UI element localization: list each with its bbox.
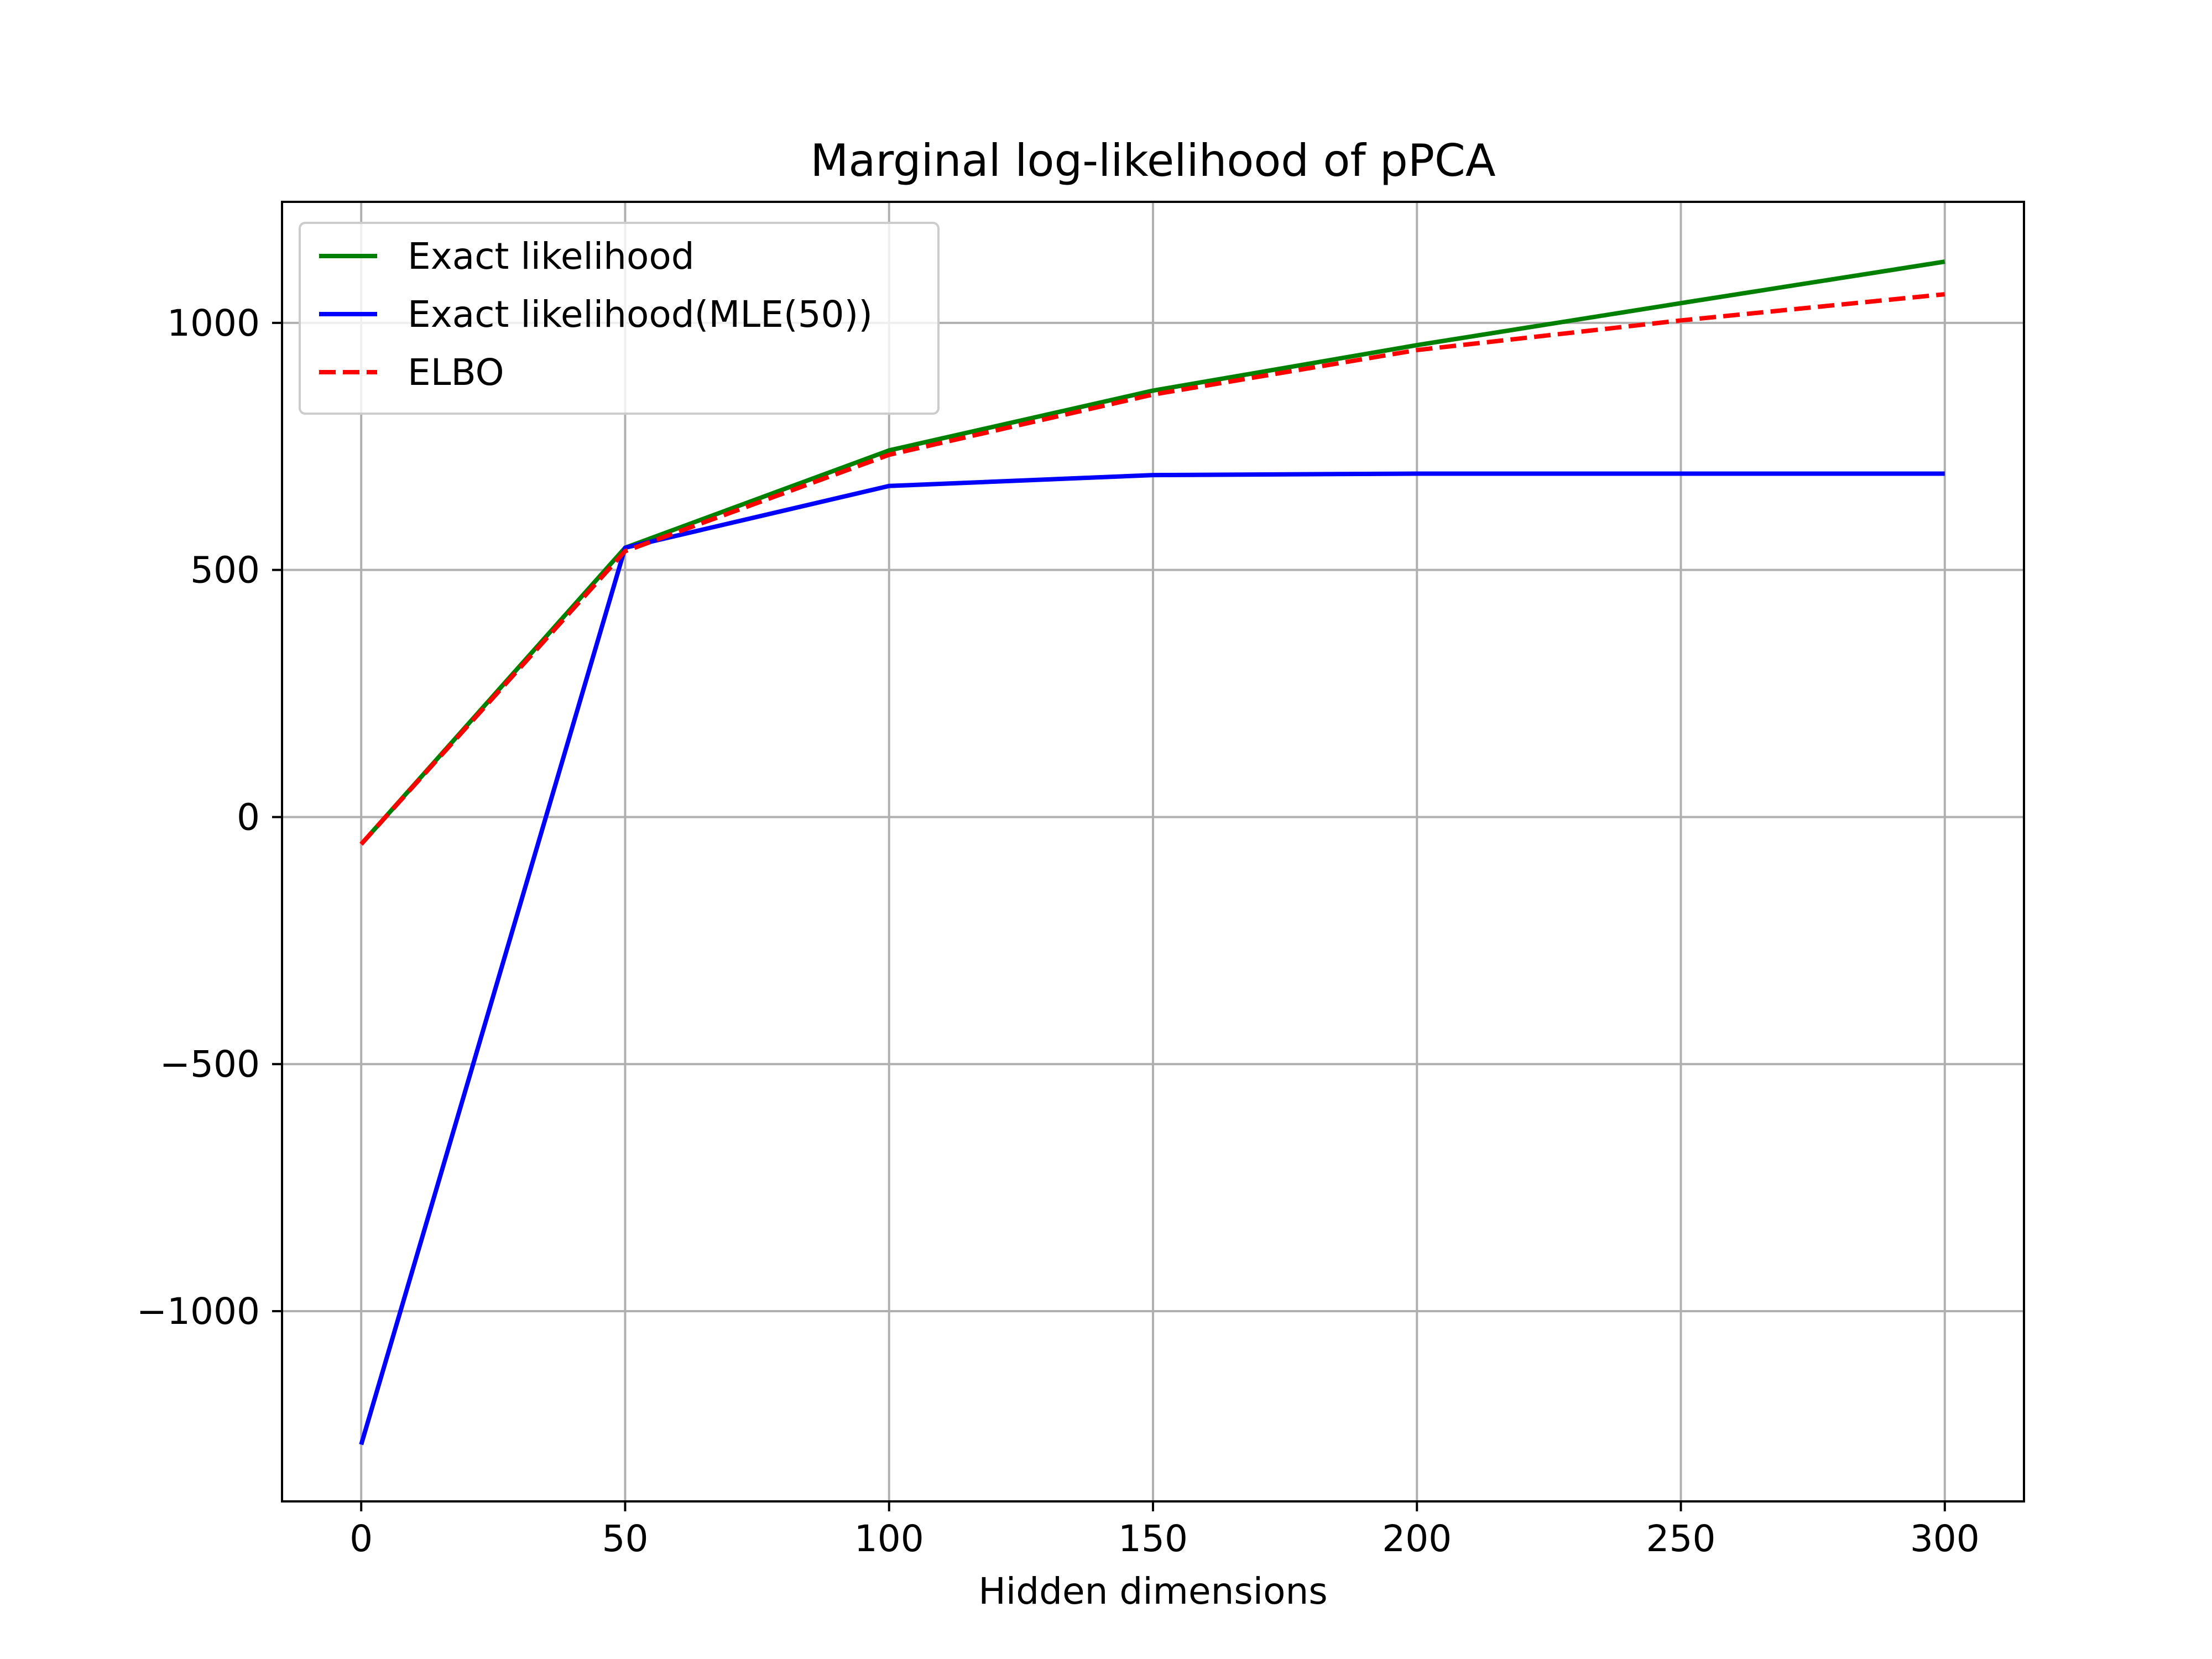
legend-box	[299, 222, 940, 415]
legend-label: ELBO	[408, 351, 504, 394]
x-tick-label: 150	[1118, 1517, 1188, 1560]
y-tick-label: −1000	[137, 1290, 260, 1333]
y-tick-label: −500	[160, 1043, 260, 1086]
x-tick-label: 100	[854, 1517, 924, 1560]
x-tick-label: 250	[1646, 1517, 1716, 1560]
series-line	[359, 292, 1945, 846]
x-axis-label: Hidden dimensions	[978, 1570, 1327, 1613]
series-line	[359, 471, 1945, 1446]
y-tick-label: 500	[190, 549, 260, 592]
x-tick-label: 300	[1910, 1517, 1980, 1560]
plot-lines	[359, 259, 1945, 1446]
ticks: 0 50 100 150 200 250 300 −1000 −500 0 500 1000	[137, 302, 1980, 1560]
chart-title: Marginal log-likelihood of pPCA	[810, 135, 1496, 186]
x-tick-label: 0	[349, 1517, 373, 1560]
legend-label: Exact likelihood	[408, 235, 695, 278]
y-tick-label: 0	[237, 796, 260, 838]
x-tick-label: 50	[602, 1517, 648, 1560]
x-tick-label: 200	[1382, 1517, 1452, 1560]
y-tick-label: 1000	[167, 302, 260, 345]
legend: Exact likelihood Exact likelihood(MLE(50)…	[299, 222, 940, 415]
legend-label: Exact likelihood(MLE(50))	[408, 293, 873, 336]
grid	[282, 202, 2024, 1501]
